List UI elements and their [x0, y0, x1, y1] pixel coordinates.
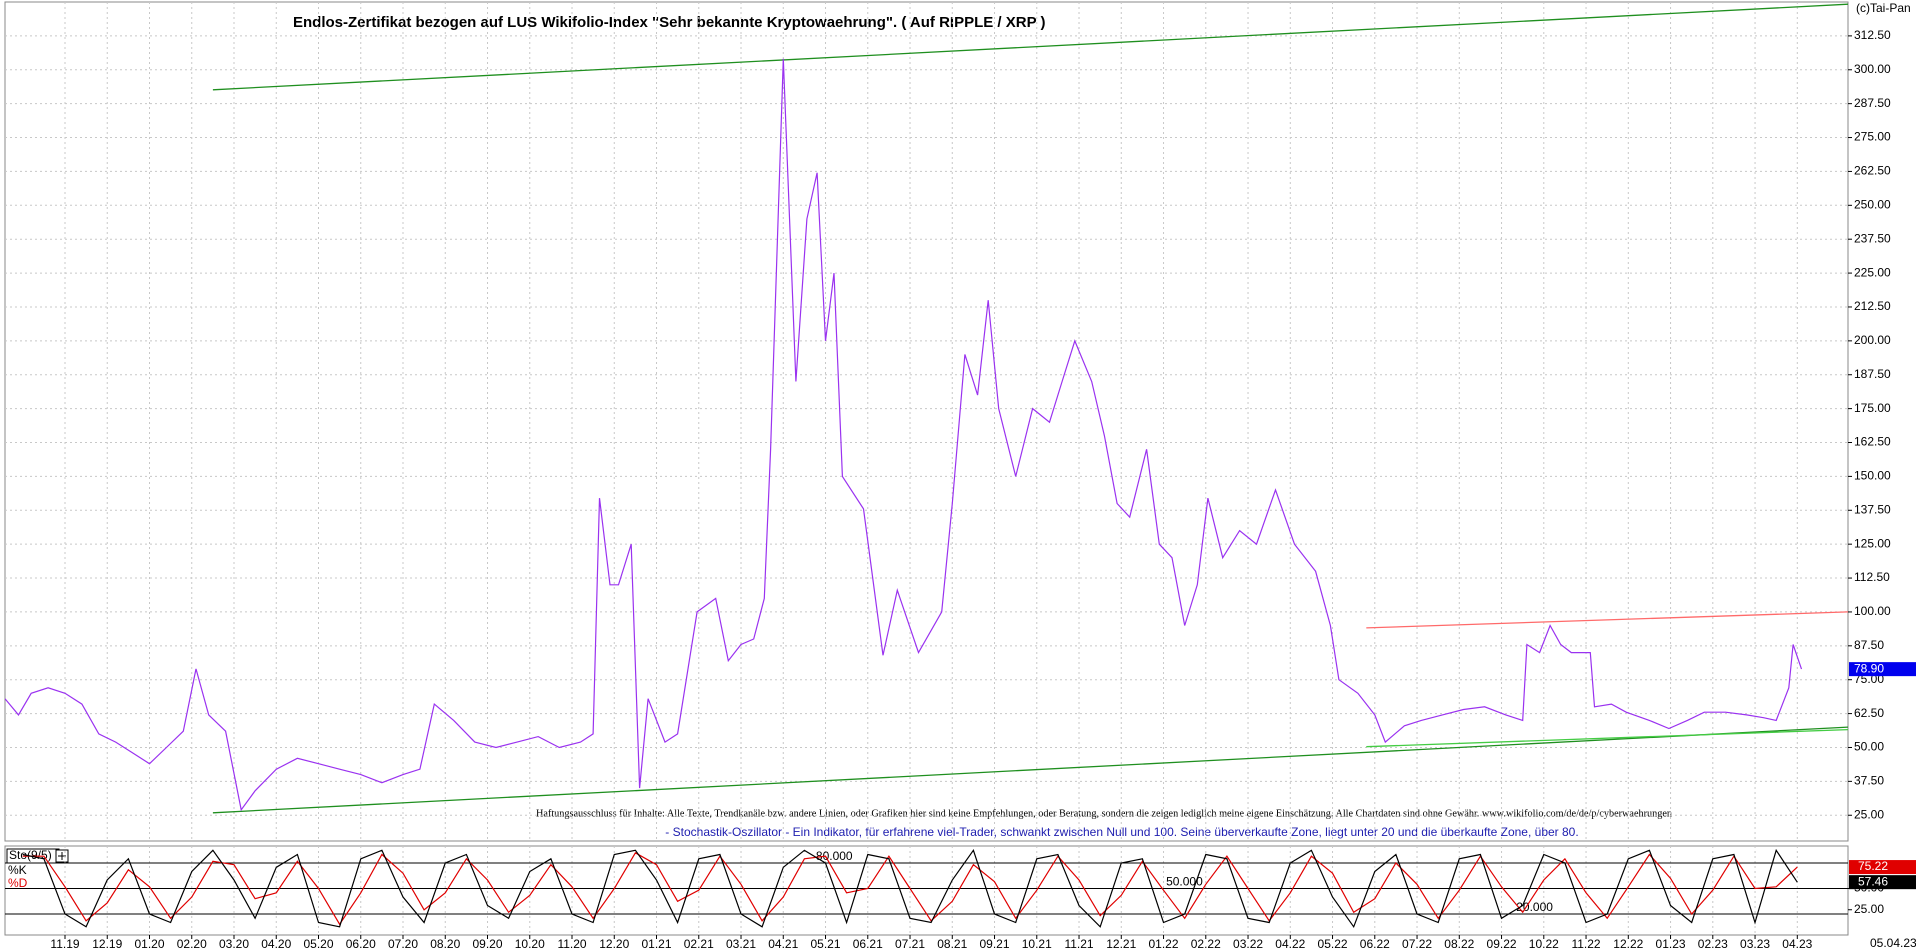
x-tick-label: 11.21 — [1064, 937, 1093, 951]
level-label: 50.000 — [1166, 875, 1203, 889]
x-tick-label: 01.21 — [641, 937, 671, 951]
watermark: (c)Tai-Pan — [1856, 1, 1911, 15]
x-tick-label: 11.22 — [1571, 937, 1600, 951]
trend-line — [1366, 611, 1848, 629]
x-tick-label: 04.23 — [1782, 937, 1812, 951]
y-tick-label: 312.50 — [1854, 28, 1891, 42]
x-tick-label: 02.22 — [1191, 937, 1221, 951]
y-tick-label: 262.50 — [1854, 164, 1891, 178]
price-plot — [5, 2, 1848, 841]
x-tick-label: 06.21 — [853, 937, 883, 951]
x-tick-label: 08.22 — [1444, 937, 1474, 951]
x-tick-label: 10.22 — [1529, 937, 1559, 951]
x-tick-label: 03.23 — [1740, 937, 1770, 951]
disclaimer: Haftungsausschluss für Inhalte: Alle Tex… — [536, 808, 1672, 819]
x-tick-label: 12.19 — [92, 937, 122, 951]
y-tick-label: 300.00 — [1854, 62, 1891, 76]
y-tick-label: 250.00 — [1854, 197, 1891, 211]
x-tick-label: 11.19 — [50, 937, 79, 951]
price-line — [5, 58, 1803, 812]
y-tick-label: 100.00 — [1854, 604, 1891, 618]
last-value-box — [1849, 875, 1916, 890]
x-tick-label: 01.23 — [1656, 937, 1686, 951]
trend-line — [1366, 728, 1848, 748]
y-tick-label: 225.00 — [1854, 265, 1891, 279]
x-tick-label: 06.22 — [1360, 937, 1390, 951]
y-tick-label: 112.50 — [1854, 570, 1890, 584]
x-tick-label: 03.22 — [1233, 937, 1263, 951]
y-tick-label: 200.00 — [1854, 333, 1891, 347]
y-tick-label: 62.50 — [1854, 706, 1884, 720]
trend-line — [212, 726, 1848, 814]
x-tick-label: 10.20 — [515, 937, 545, 951]
y-tick-label: 237.50 — [1854, 231, 1891, 245]
y-tick-label: 25.00 — [1854, 807, 1884, 821]
y-tick-label: 187.50 — [1854, 367, 1891, 381]
x-tick-label: 04.20 — [261, 937, 291, 951]
x-tick-label: 12.20 — [599, 937, 629, 951]
y-tick-label: 37.50 — [1854, 774, 1884, 788]
x-tick-label: 03.20 — [219, 937, 249, 951]
x-tick-label: 08.20 — [430, 937, 460, 951]
x-tick-label: 01.20 — [134, 937, 164, 951]
indicator-name: Sto(9/5) — [9, 848, 52, 862]
chart-title: Endlos-Zertifikat bezogen auf LUS Wikifo… — [293, 14, 1046, 31]
stochastic-line — [22, 848, 1798, 929]
x-tick-label: 01.22 — [1149, 937, 1179, 951]
x-tick-label: 05.20 — [303, 937, 333, 951]
x-tick-label: 04.21 — [768, 937, 798, 951]
x-tick-label: 12.22 — [1613, 937, 1643, 951]
y-tick-label: 25.00 — [1854, 902, 1884, 916]
x-tick-label: 07.20 — [388, 937, 418, 951]
x-tick-label: 08.21 — [937, 937, 967, 951]
last-date: 05.04.23 — [1870, 936, 1916, 950]
trend-line — [212, 3, 1848, 91]
x-tick-label: 02.21 — [684, 937, 714, 951]
level-label: 80.000 — [816, 849, 853, 863]
legend-entry: %K — [8, 863, 27, 877]
y-tick-label: 50.00 — [1854, 740, 1884, 754]
stochastic-panel — [4, 845, 1849, 936]
y-tick-label: 125.00 — [1854, 536, 1891, 550]
y-tick-label: 87.50 — [1854, 638, 1884, 652]
x-tick-label: 11.20 — [557, 937, 586, 951]
description: - Stochastik-Oszillator - Ein Indikator,… — [665, 825, 1578, 839]
last-value-label: 75.22 — [1858, 859, 1888, 873]
y-tick-label: 150.00 — [1854, 469, 1891, 483]
y-tick-label: 287.50 — [1854, 96, 1891, 110]
x-tick-label: 07.21 — [895, 937, 925, 951]
last-value-label: 78.90 — [1854, 661, 1884, 675]
y-tick-label: 162.50 — [1854, 435, 1891, 449]
stochastic-line — [22, 851, 1798, 926]
x-tick-label: 09.20 — [472, 937, 502, 951]
y-tick-label: 175.00 — [1854, 401, 1891, 415]
level-label: 20.000 — [1516, 900, 1553, 914]
x-tick-label: 02.23 — [1698, 937, 1728, 951]
y-tick-label: 137.50 — [1854, 502, 1891, 516]
x-tick-label: 02.20 — [177, 937, 207, 951]
x-tick-label: 12.21 — [1106, 937, 1136, 951]
legend-entry: %D — [8, 876, 28, 890]
x-tick-label: 04.22 — [1275, 937, 1305, 951]
y-tick-label: 212.50 — [1854, 299, 1891, 313]
last-value-label: 57.46 — [1858, 874, 1888, 888]
y-tick-label: 275.00 — [1854, 130, 1891, 144]
x-tick-label: 05.22 — [1318, 937, 1348, 951]
last-value-box — [1849, 662, 1916, 677]
x-tick-label: 05.21 — [811, 937, 841, 951]
x-tick-label: 07.22 — [1402, 937, 1432, 951]
price-panel — [4, 1, 1849, 842]
x-tick-label: 09.22 — [1487, 937, 1517, 951]
last-value-box — [1849, 860, 1916, 875]
x-tick-label: 09.21 — [980, 937, 1010, 951]
x-tick-label: 10.21 — [1022, 937, 1052, 951]
x-tick-label: 06.20 — [346, 937, 376, 951]
stochastic-plot: 80.000 50.000 20.000 — [5, 846, 1848, 935]
x-tick-label: 03.21 — [726, 937, 756, 951]
